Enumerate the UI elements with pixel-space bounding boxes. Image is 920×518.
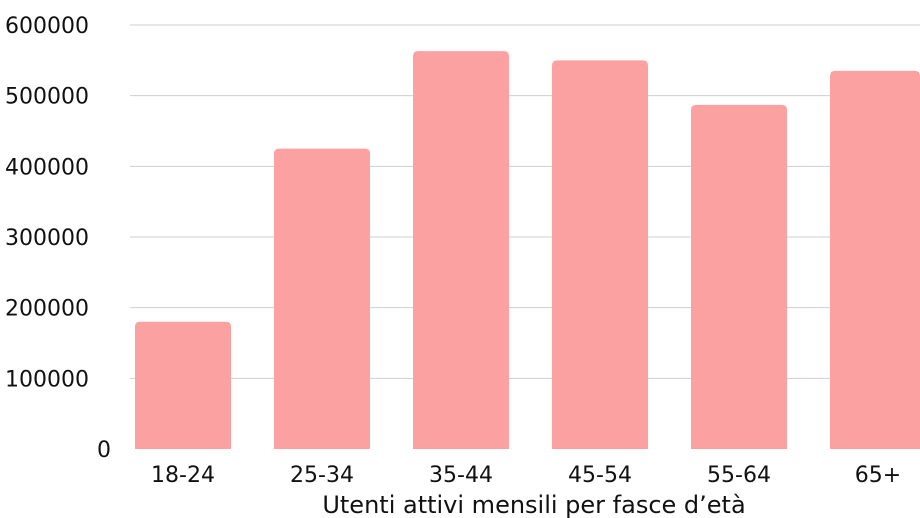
y-tick-label: 100000 — [5, 367, 89, 392]
x-tick-label: 55-64 — [707, 463, 771, 488]
x-tick-label: 25-34 — [290, 463, 354, 488]
x-tick-label: 35-44 — [429, 463, 493, 488]
bar-65+ — [830, 70, 920, 449]
gridlines — [130, 24, 920, 379]
y-tick-label: 0 — [97, 438, 111, 463]
y-tick-label: 400000 — [5, 155, 89, 180]
y-tick-label: 300000 — [5, 226, 89, 251]
bar-35-44 — [413, 51, 509, 449]
bar-25-34 — [274, 148, 370, 449]
y-tick-label: 500000 — [5, 85, 89, 110]
x-tick-label: 65+ — [855, 463, 901, 488]
bar-55-64 — [691, 104, 787, 449]
x-tick-label: 18-24 — [151, 463, 215, 488]
bars — [135, 51, 920, 449]
x-tick-label: 45-54 — [568, 463, 632, 488]
bar-18-24 — [135, 321, 231, 449]
y-tick-label: 600000 — [5, 14, 89, 39]
x-axis-label: Utenti attivi mensili per fasce d’età — [322, 491, 745, 518]
y-axis-ticks: 0 100000 200000 300000 400000 500000 600000 — [5, 14, 111, 463]
x-axis-ticks: 18-24 25-34 35-44 45-54 55-64 65+ — [151, 463, 901, 488]
y-tick-label: 200000 — [5, 297, 89, 322]
bar-45-54 — [552, 60, 648, 449]
